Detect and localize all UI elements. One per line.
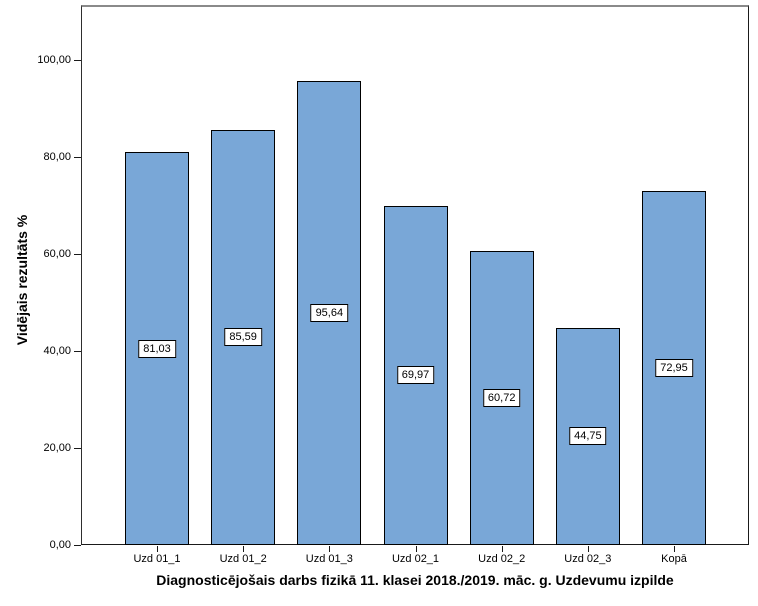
bar-value-label: 81,03 — [138, 339, 176, 358]
y-tick-label: 100,00 — [37, 54, 71, 66]
chart-title: Diagnosticējošais darbs fizikā 11. klase… — [156, 572, 674, 588]
y-tick-label: 40,00 — [43, 345, 71, 357]
x-tick-mark — [157, 546, 158, 552]
x-tick-label: Uzd 02_2 — [478, 553, 526, 565]
x-tick-label: Uzd 01_1 — [133, 553, 181, 565]
y-tick-label: 20,00 — [43, 442, 71, 454]
y-tick-mark — [74, 448, 81, 449]
bar-value-label: 60,72 — [482, 388, 521, 407]
y-tick-mark — [74, 60, 81, 61]
bar-value-label: 44,75 — [569, 427, 607, 446]
x-tick-mark — [587, 546, 589, 552]
x-tick-label: Uzd 01_3 — [305, 553, 353, 565]
x-tick-mark — [415, 546, 417, 552]
x-tick-label: Uzd 02_3 — [564, 553, 612, 565]
bar-value-label: 85,59 — [224, 328, 262, 347]
bar-value-label: 72,95 — [655, 359, 693, 378]
x-tick-mark — [329, 546, 331, 552]
y-tick-mark — [74, 545, 81, 546]
x-tick-label: Uzd 02_1 — [391, 553, 440, 565]
x-tick-mark — [501, 546, 503, 552]
y-tick-mark — [74, 157, 81, 158]
x-tick-mark — [243, 546, 245, 552]
bar-value-label: 69,97 — [396, 366, 435, 385]
x-tick-mark — [674, 546, 676, 552]
y-tick-mark — [74, 254, 81, 255]
x-tick-label: Kopā — [661, 553, 687, 565]
y-axis-title: Vidējais rezultāts % — [14, 214, 30, 346]
bar-value-label: 95,64 — [310, 304, 349, 323]
y-tick-label: 80,00 — [43, 151, 71, 163]
x-tick-label: Uzd 01_2 — [219, 553, 267, 565]
y-tick-label: 0,00 — [49, 539, 71, 551]
y-tick-label: 60,00 — [43, 248, 71, 260]
y-tick-mark — [74, 351, 81, 352]
